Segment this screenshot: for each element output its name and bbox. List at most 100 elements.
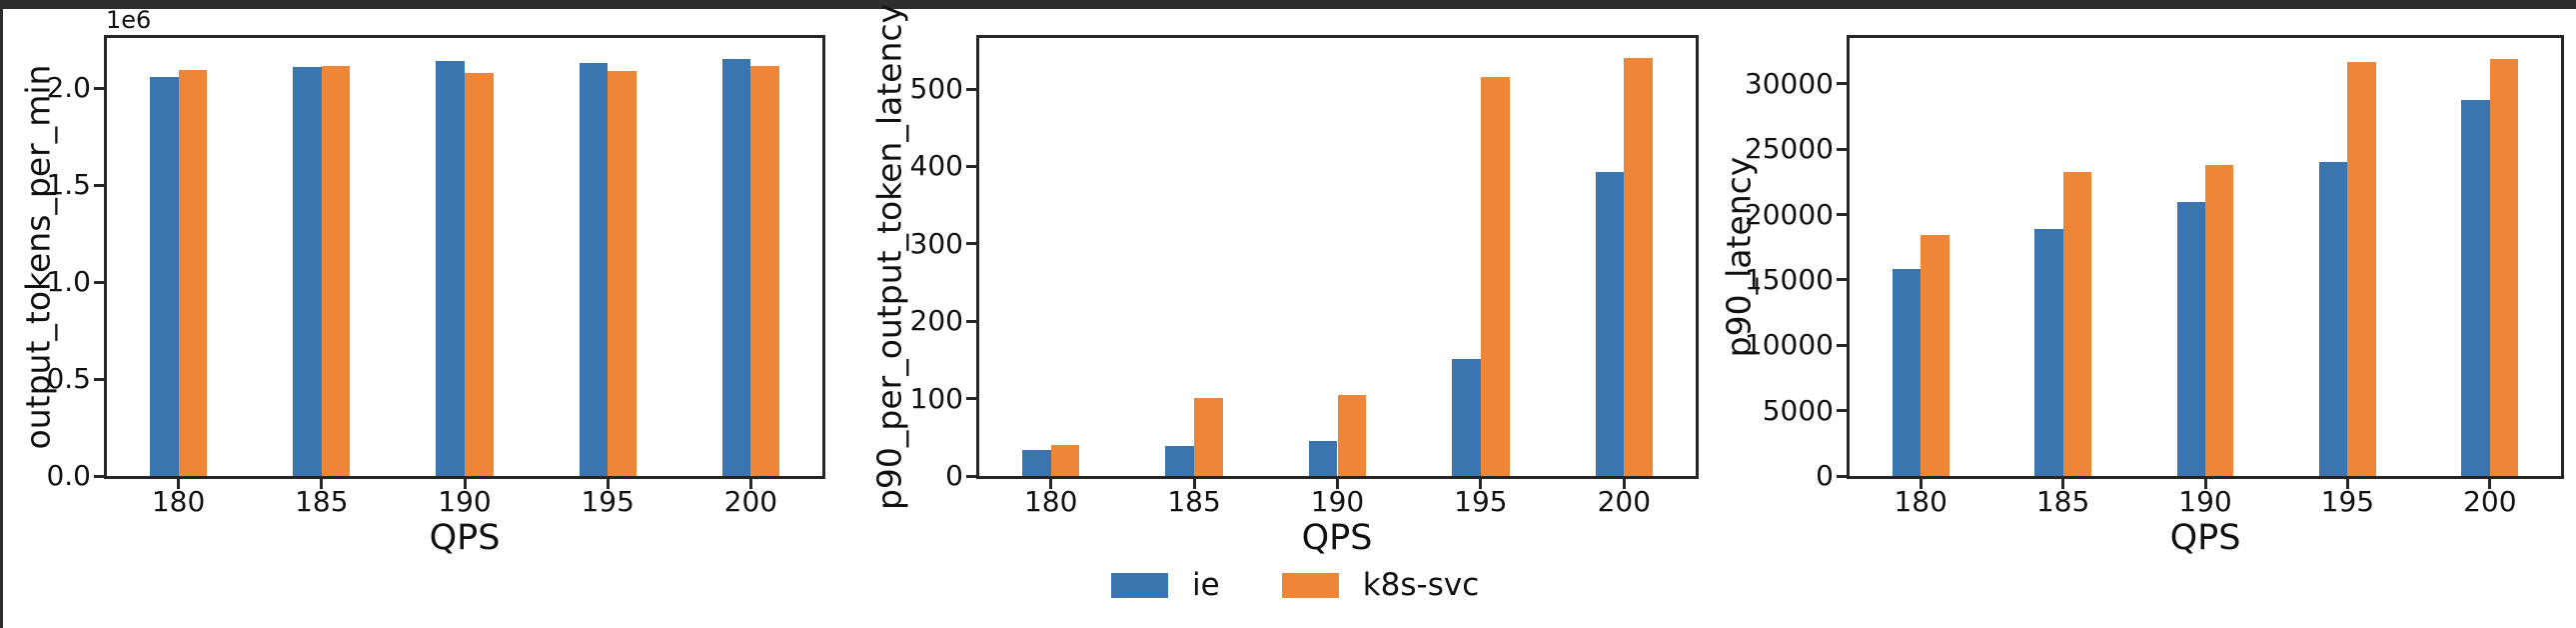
y-tick-mark-0.0 [94,474,104,478]
y-tick-mark-30000 [1837,82,1847,86]
x-tick-mark-180 [177,479,181,489]
y-tick-mark-1.5 [94,183,104,187]
legend: ie k8s-svc [1111,570,1479,601]
y-tick-mark-20000 [1837,213,1847,217]
bar-ie-200 [721,58,751,476]
legend-item-k8s-svc: k8s-svc [1281,567,1480,603]
bar-k8s-svc-190 [465,72,494,476]
bar-ie-195 [2318,161,2348,476]
y-tick-label-0.0: 0.0 [46,459,91,492]
x-tick-label-190: 190 [2178,485,2232,518]
bar-ie-195 [579,62,609,476]
bar-k8s-svc-180 [1050,445,1080,476]
x-tick-label-185: 185 [2035,485,2090,518]
bar-k8s-svc-190 [1337,394,1367,476]
x-tick-mark-200 [748,479,752,489]
y-tick-mark-500 [966,87,976,91]
y-tick-label-15000: 15000 [1744,262,1834,296]
legend-swatch-ie [1111,573,1168,598]
y-tick-label-10000: 10000 [1744,328,1834,362]
x-tick-mark-200 [2488,479,2492,489]
x-tick-label-195: 195 [2320,485,2375,518]
x-axis-label-qps-2: QPS [1301,518,1373,558]
y-tick-mark-10000 [1837,343,1847,347]
y-tick-label-30000: 30000 [1744,66,1834,100]
y-tick-mark-1.0 [94,280,104,284]
bar-ie-185 [293,67,322,476]
y-tick-mark-2.0 [94,86,104,90]
bar-ie-180 [1892,269,1922,476]
plot-area-p90-per-output-token-latency: 0 100 200 300 400 500 180 185 190 195 200 [910,35,1699,516]
x-tick-label-180: 180 [151,485,206,518]
x-tick-mark-190 [1336,479,1339,489]
x-tick-mark-195 [1479,479,1483,489]
y-tick-mark-300 [966,242,976,246]
bar-k8s-svc-180 [1921,234,1949,476]
window-top-edge [0,0,2576,9]
bar-ie-180 [1022,450,1051,476]
bar-ie-200 [1595,171,1625,476]
x-tick-mark-185 [320,479,324,489]
legend-swatch-k8s-svc [1281,573,1339,598]
x-tick-mark-185 [2061,479,2065,489]
y-tick-label-0: 0 [945,459,963,492]
x-axis-label-qps-3: QPS [2169,518,2241,558]
y-tick-label-2.0: 2.0 [46,71,91,105]
y-tick-mark-0.5 [94,377,104,381]
y-tick-label-400: 400 [909,149,963,183]
legend-label-k8s-svc: k8s-svc [1362,567,1480,603]
x-tick-mark-200 [1622,479,1626,489]
y-tick-label-0.5: 0.5 [46,362,91,396]
bar-ie-190 [436,60,465,476]
x-tick-label-200: 200 [723,485,778,518]
y-tick-mark-25000 [1837,147,1847,151]
x-tick-label-190: 190 [438,485,492,518]
x-tick-mark-190 [463,479,467,489]
y-tick-mark-200 [966,319,976,323]
x-tick-mark-185 [1192,479,1196,489]
bar-k8s-svc-200 [2489,58,2519,476]
bar-k8s-svc-190 [2205,164,2234,476]
y-tick-label-1.0: 1.0 [46,265,91,299]
x-tick-label-200: 200 [2463,485,2517,518]
x-axis-label-qps-1: QPS [429,518,501,558]
window-left-edge [0,0,3,628]
legend-item-ie: ie [1111,570,1220,601]
bar-k8s-svc-185 [321,66,351,476]
bar-ie-195 [1452,359,1481,476]
bar-k8s-svc-195 [2347,62,2376,476]
bar-k8s-svc-185 [2062,172,2092,476]
y-tick-label-1.5: 1.5 [46,168,91,202]
bar-ie-185 [2034,228,2063,476]
bar-k8s-svc-185 [1194,397,1223,476]
y-tick-mark-0 [966,474,976,478]
x-tick-mark-195 [606,479,610,489]
x-tick-mark-180 [1919,479,1923,489]
bar-ie-185 [1165,445,1195,476]
x-tick-label-200: 200 [1597,485,1652,518]
bar-k8s-svc-195 [608,70,637,476]
x-tick-label-185: 185 [1167,485,1221,518]
legend-label-ie: ie [1192,567,1220,603]
x-tick-label-185: 185 [295,485,349,518]
bar-k8s-svc-195 [1480,76,1510,476]
y-axis-label-p90-per-output-token-latency: p90_per_output_token_latency [869,3,909,511]
y-tick-label-25000: 25000 [1744,132,1834,166]
y-axis-scale-offset-label: 1e6 [106,6,152,34]
y-tick-label-300: 300 [909,226,963,260]
y-tick-label-100: 100 [909,381,963,415]
x-tick-label-190: 190 [1310,485,1365,518]
y-tick-mark-400 [966,164,976,168]
bar-k8s-svc-200 [1624,58,1653,476]
y-tick-mark-15000 [1837,278,1847,282]
y-tick-mark-0 [1837,474,1847,478]
y-tick-label-20000: 20000 [1744,197,1834,231]
x-tick-mark-195 [2345,479,2349,489]
y-tick-label-0: 0 [1816,459,1834,492]
x-tick-mark-190 [2203,479,2207,489]
bar-ie-190 [2176,202,2205,476]
bar-ie-200 [2461,100,2490,476]
y-tick-mark-5000 [1837,409,1847,413]
bar-ie-190 [1308,441,1338,476]
